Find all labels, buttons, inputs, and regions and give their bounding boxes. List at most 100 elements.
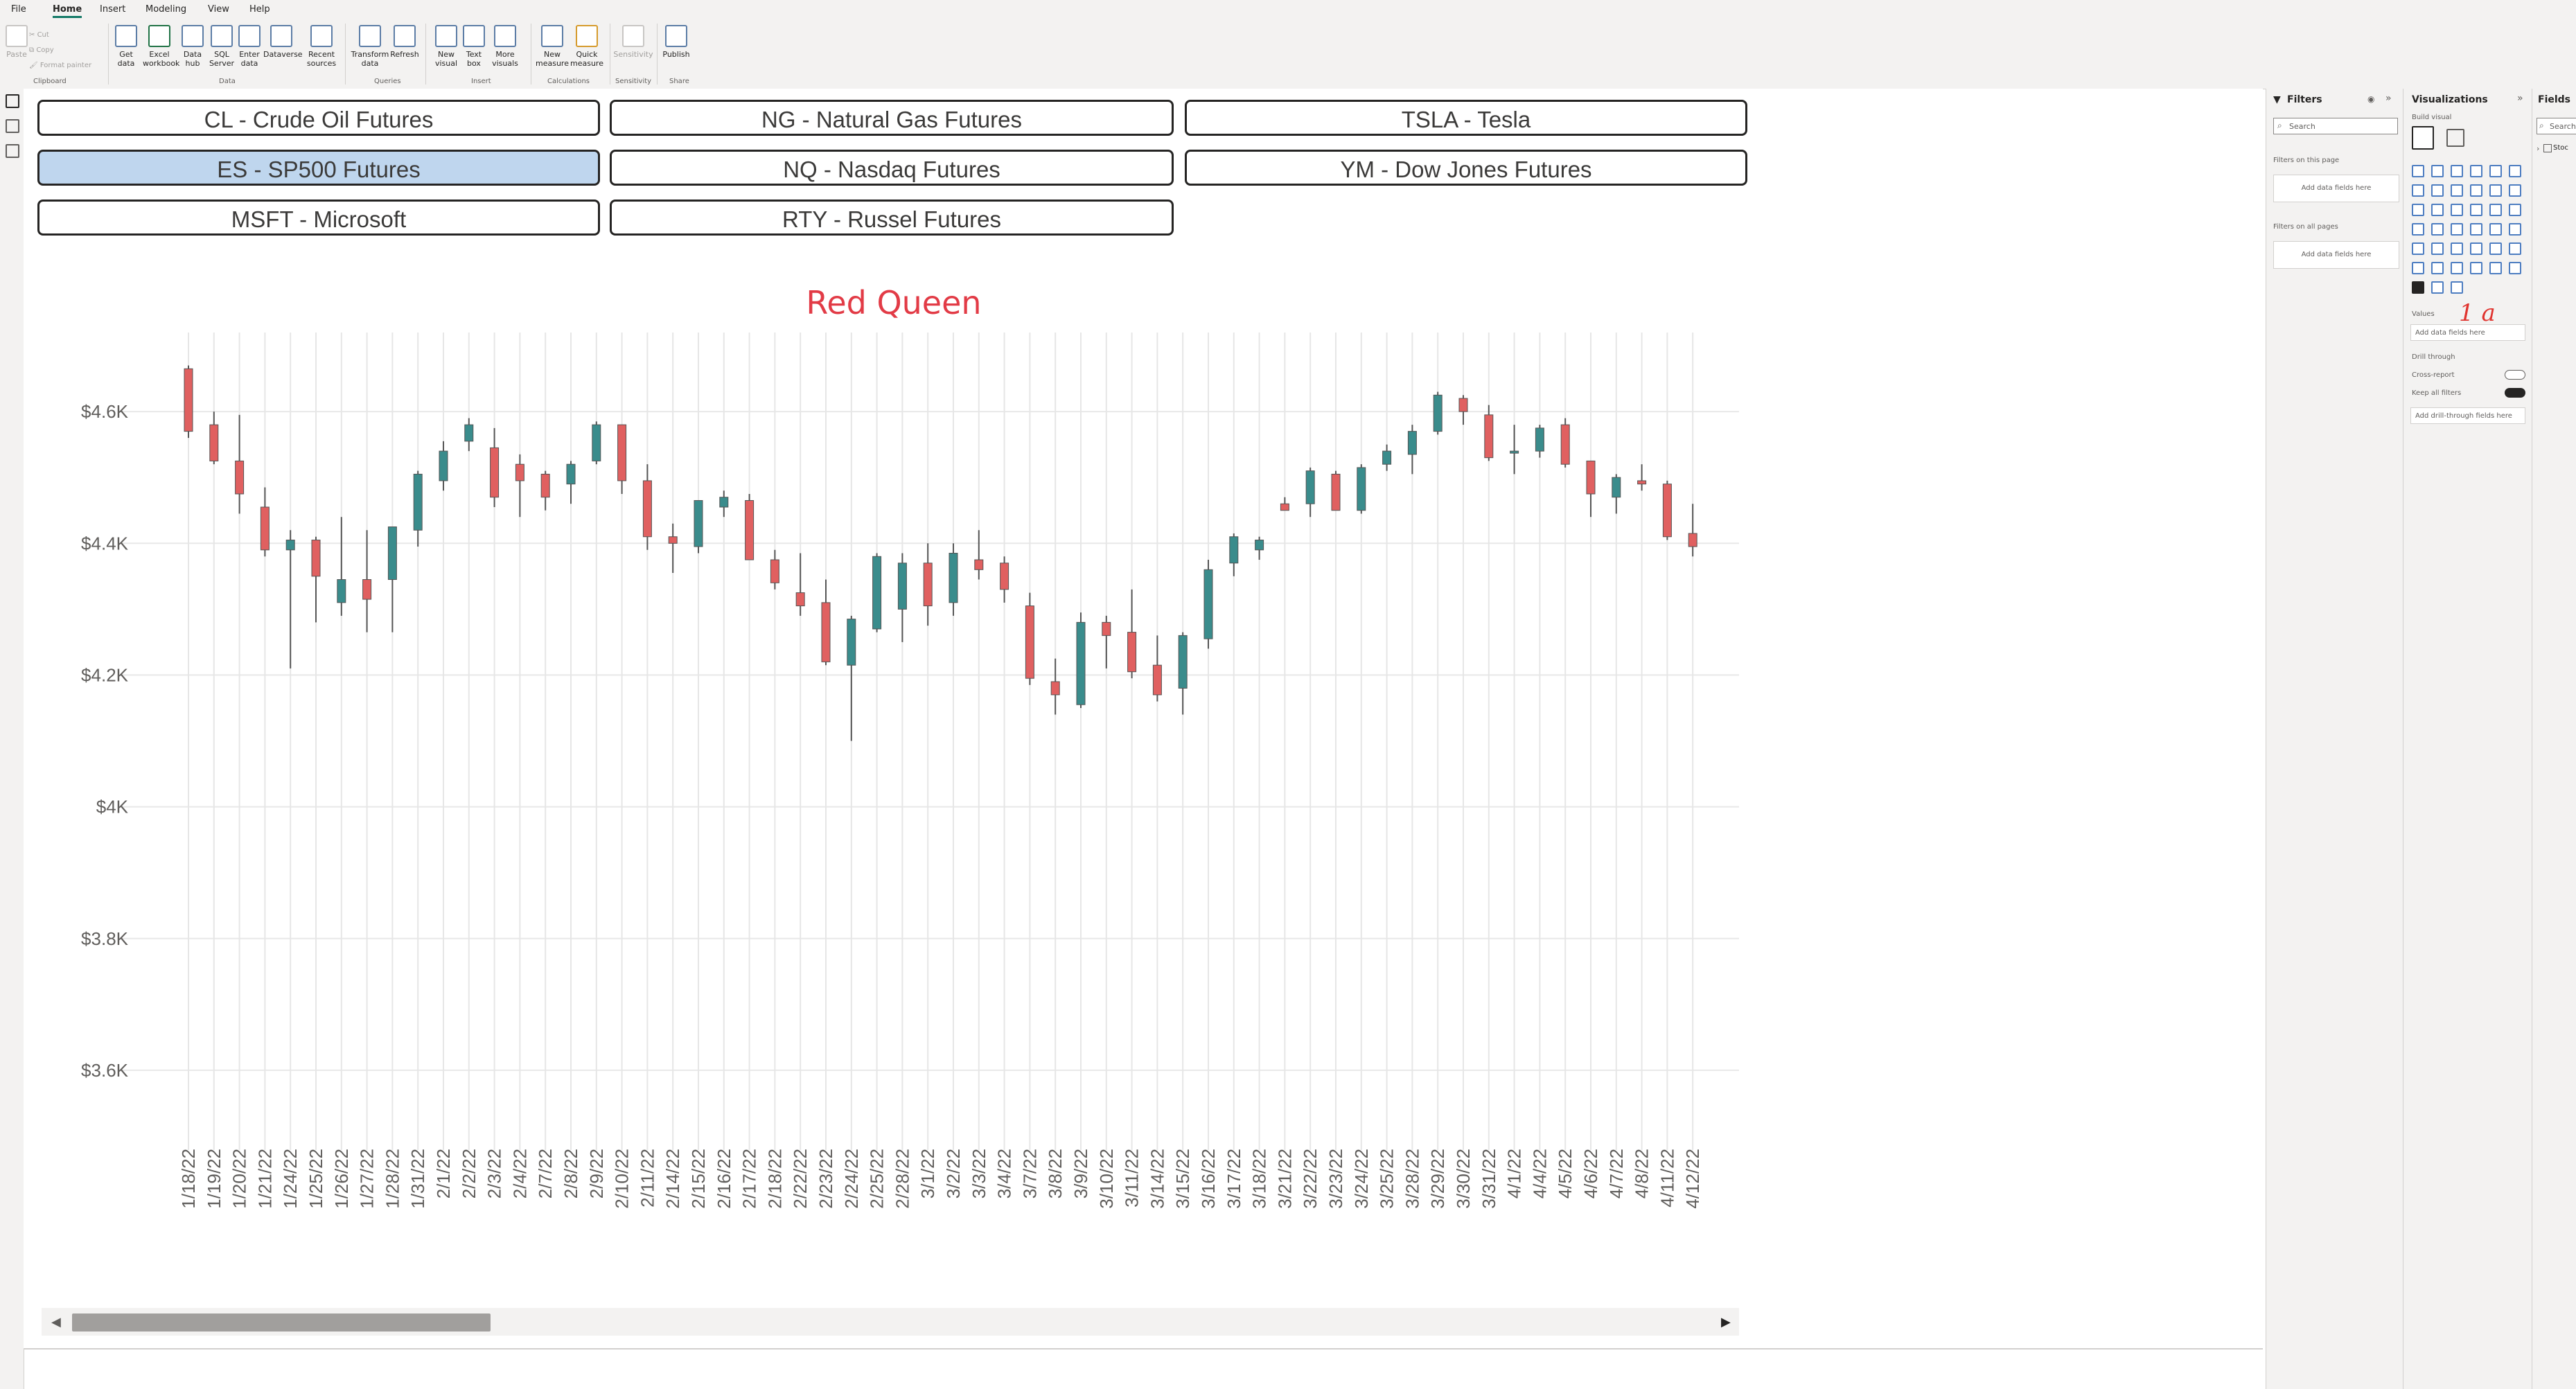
filters-search-input[interactable]: Search xyxy=(2273,118,2398,134)
kpi-visual-icon[interactable] xyxy=(2412,242,2424,255)
multi-row-card-visual-icon[interactable] xyxy=(2509,223,2521,236)
fields-search-input[interactable]: Search xyxy=(2537,118,2576,134)
collapse-icon[interactable]: » xyxy=(2517,93,2523,104)
dataverse-button[interactable]: Dataverse xyxy=(263,25,303,79)
menu-file[interactable]: File xyxy=(11,4,26,15)
treemap-visual-icon[interactable] xyxy=(2509,204,2521,216)
slicer-button-ng[interactable]: NG - Natural Gas Futures xyxy=(610,100,1174,136)
chevron-right-icon[interactable]: › xyxy=(2537,144,2540,153)
line-column-visual-icon[interactable] xyxy=(2470,184,2482,197)
field-table-name[interactable]: Stoc xyxy=(2553,144,2568,152)
slicer-button-ym[interactable]: YM - Dow Jones Futures xyxy=(1185,150,1747,186)
map-visual-icon[interactable] xyxy=(2412,223,2424,236)
menu-view[interactable]: View xyxy=(208,4,229,15)
clustered-column-visual-icon[interactable] xyxy=(2470,165,2482,177)
scatter-visual-icon[interactable] xyxy=(2451,204,2463,216)
clustered-bar-visual-icon[interactable] xyxy=(2451,165,2463,177)
filled-map-visual-icon[interactable] xyxy=(2431,223,2444,236)
donut-visual-icon[interactable] xyxy=(2489,204,2502,216)
text-box-button[interactable]: Text box xyxy=(459,25,489,79)
key-influencers-visual-icon[interactable] xyxy=(2509,242,2521,255)
slicer-button-tsla[interactable]: TSLA - Tesla xyxy=(1185,100,1747,136)
menu-insert[interactable]: Insert xyxy=(100,4,126,15)
gauge-visual-icon[interactable] xyxy=(2470,223,2482,236)
scrollbar-thumb[interactable] xyxy=(72,1313,491,1332)
ribbon-visual-icon[interactable] xyxy=(2509,184,2521,197)
line-column-2-visual-icon[interactable] xyxy=(2489,184,2502,197)
funnel-visual-icon[interactable] xyxy=(2431,204,2444,216)
r-visual-visual-icon[interactable] xyxy=(2470,242,2482,255)
area-visual-icon[interactable] xyxy=(2431,184,2444,197)
smart-narrative-visual-icon[interactable] xyxy=(2451,262,2463,274)
transform-data-button[interactable]: Transform data xyxy=(351,25,389,79)
scroll-left-icon[interactable]: ◀ xyxy=(51,1315,61,1329)
sql-server-button[interactable]: SQL Server xyxy=(206,25,237,79)
scroll-right-icon[interactable]: ▶ xyxy=(1721,1315,1731,1329)
slicer-button-msft[interactable]: MSFT - Microsoft xyxy=(37,200,600,236)
filters-page-dropzone[interactable]: Add data fields here xyxy=(2273,175,2399,202)
format-visual-icon[interactable] xyxy=(2446,129,2464,147)
slicer-visual-icon[interactable] xyxy=(2431,242,2444,255)
slicer-button-rty[interactable]: RTY - Russel Futures xyxy=(610,200,1174,236)
group-clipboard: Clipboard xyxy=(33,78,67,85)
paginated-visual-icon[interactable] xyxy=(2470,262,2482,274)
menu-modeling[interactable]: Modeling xyxy=(145,4,187,15)
publish-button[interactable]: Publish xyxy=(661,25,691,79)
candlestick-visual-icon[interactable] xyxy=(2412,281,2424,294)
menu-home[interactable]: Home xyxy=(53,4,82,18)
100-column-visual-icon[interactable] xyxy=(2509,165,2521,177)
new-measure-button[interactable]: New measure xyxy=(535,25,570,79)
slicer-button-es[interactable]: ES - SP500 Futures xyxy=(37,150,600,186)
table-icon xyxy=(238,25,261,47)
dataverse-icon xyxy=(270,25,292,47)
filters-all-dropzone[interactable]: Add data fields here xyxy=(2273,241,2399,269)
report-view-icon[interactable] xyxy=(6,94,19,108)
table-visual-icon[interactable] xyxy=(2451,242,2463,255)
stacked-area-visual-icon[interactable] xyxy=(2451,184,2463,197)
quick-measure-button[interactable]: Quick measure xyxy=(570,25,604,79)
100-bar-visual-icon[interactable] xyxy=(2489,165,2502,177)
keep-filters-toggle[interactable] xyxy=(2505,388,2525,398)
eye-icon[interactable]: ◉ xyxy=(2367,94,2375,104)
copy-button[interactable]: ⧉ Copy xyxy=(29,46,54,54)
line-visual-icon[interactable] xyxy=(2412,184,2424,197)
model-view-icon[interactable] xyxy=(6,144,19,158)
sensitivity-button[interactable]: Sensitivity xyxy=(612,25,654,79)
power-apps-visual-icon[interactable] xyxy=(2489,262,2502,274)
new-visual-button[interactable]: New visual xyxy=(431,25,461,79)
refresh-button[interactable]: Refresh xyxy=(389,25,420,79)
cross-report-toggle[interactable] xyxy=(2505,370,2525,380)
paste-button[interactable]: Paste xyxy=(1,25,32,79)
x-tick-label: 4/12/22 xyxy=(1682,1149,1703,1209)
waterfall-visual-icon[interactable] xyxy=(2412,204,2424,216)
data-hub-button[interactable]: Data hub xyxy=(177,25,208,79)
card-visual-icon[interactable] xyxy=(2489,223,2502,236)
stacked-bar-visual-icon[interactable] xyxy=(2412,165,2424,177)
slicer-button-nq[interactable]: NQ - Nasdaq Futures xyxy=(610,150,1174,186)
values-dropzone[interactable]: Add data fields here xyxy=(2410,324,2525,341)
excel-workbook-button[interactable]: Excel workbook xyxy=(143,25,179,79)
candle-body xyxy=(1637,480,1647,485)
decomposition-visual-icon[interactable] xyxy=(2412,262,2424,274)
get-data-button[interactable]: Get data xyxy=(111,25,141,79)
stacked-column-visual-icon[interactable] xyxy=(2431,165,2444,177)
slicer-button-cl[interactable]: CL - Crude Oil Futures xyxy=(37,100,600,136)
power-automate-visual-icon[interactable] xyxy=(2509,262,2521,274)
python-visual-visual-icon[interactable] xyxy=(2489,242,2502,255)
custom-visual-icon[interactable] xyxy=(2431,281,2444,294)
recent-sources-button[interactable]: Recent sources xyxy=(303,25,339,79)
build-visual-icon[interactable] xyxy=(2412,126,2434,150)
pie-visual-icon[interactable] xyxy=(2470,204,2482,216)
more-visuals-button[interactable]: More visuals xyxy=(488,25,522,79)
qa-visual-icon[interactable] xyxy=(2431,262,2444,274)
menu-help[interactable]: Help xyxy=(249,4,270,15)
collapse-icon[interactable]: » xyxy=(2385,93,2392,104)
format-painter-button[interactable]: 🖌 Format painter xyxy=(29,62,92,69)
x-tick-label: 3/11/22 xyxy=(1122,1149,1143,1207)
cut-button[interactable]: ✂ Cut xyxy=(29,31,49,39)
enter-data-button[interactable]: Enter data xyxy=(234,25,265,79)
data-view-icon[interactable] xyxy=(6,119,19,133)
drill-through-dropzone[interactable]: Add drill-through fields here xyxy=(2410,407,2525,424)
more-visual-icon[interactable] xyxy=(2451,281,2463,294)
azure-map-visual-icon[interactable] xyxy=(2451,223,2463,236)
